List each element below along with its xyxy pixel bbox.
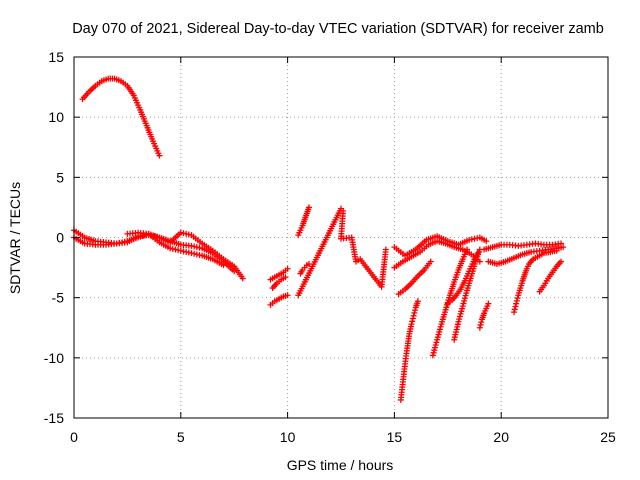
series-arc-early-c — [124, 229, 246, 282]
data-point — [239, 275, 246, 282]
y-tick-label-0: 0 — [56, 230, 64, 246]
data-point — [560, 244, 567, 251]
series-arc-18h-b — [444, 250, 481, 307]
data-point-fill — [512, 303, 519, 310]
data-point — [382, 246, 389, 253]
data-point — [408, 321, 415, 328]
data-point — [464, 246, 471, 253]
y-tick-label--5: -5 — [52, 290, 65, 306]
data-point-fill — [409, 318, 416, 325]
data-point-fill — [412, 307, 419, 314]
data-point — [414, 298, 421, 305]
data-point — [410, 312, 417, 319]
series-arc-19h — [476, 300, 492, 331]
data-point-fill — [411, 309, 418, 316]
data-point — [156, 152, 163, 159]
series-arc-15h-mid — [391, 238, 483, 271]
x-tick-label-10: 10 — [280, 429, 296, 445]
data-point — [485, 300, 492, 307]
data-point — [427, 258, 434, 265]
series-arc-9h-a — [267, 292, 291, 308]
data-point — [305, 204, 312, 211]
data-point — [483, 238, 490, 245]
series-arc-20h-upper — [481, 240, 565, 253]
axis-ticks: 0 5 10 15 20 25 -15 -10 -5 0 5 10 15 — [44, 49, 616, 445]
series-scatter-12-14 — [295, 205, 389, 299]
series-arc-15h-low — [395, 258, 434, 298]
x-axis-label: GPS time / hours — [287, 457, 394, 473]
data-point — [553, 247, 560, 254]
y-tick-label-15: 15 — [48, 49, 64, 65]
series-arc-early-high — [79, 75, 163, 159]
x-tick-label-15: 15 — [387, 429, 403, 445]
data-points — [71, 75, 567, 403]
data-point-fill — [409, 315, 416, 322]
x-tick-label-25: 25 — [600, 429, 616, 445]
series-arc-11h-a — [295, 204, 312, 239]
data-point — [474, 250, 481, 257]
series-arc-9h-b — [267, 265, 291, 283]
series-arc-20h-dive — [511, 247, 560, 316]
y-tick-label-5: 5 — [56, 169, 64, 185]
series-arc-22h — [536, 258, 565, 295]
chart-title: Day 070 of 2021, Sidereal Day-to-day VTE… — [72, 21, 604, 37]
y-tick-label--15: -15 — [44, 410, 64, 426]
series-arc-9h-c — [269, 274, 289, 292]
data-point-fill — [514, 295, 521, 302]
series-arc-15h-deep — [397, 298, 421, 403]
y-axis-label: SDTVAR / TECUs — [7, 182, 23, 294]
data-point-fill — [511, 306, 518, 313]
data-point — [284, 292, 291, 299]
data-point — [558, 258, 565, 265]
data-point-fill — [478, 319, 485, 326]
x-tick-label-20: 20 — [493, 429, 509, 445]
data-point — [282, 274, 289, 281]
y-tick-label-10: 10 — [48, 109, 64, 125]
y-tick-label--10: -10 — [44, 350, 64, 366]
data-point — [284, 265, 291, 272]
data-point-fill — [477, 321, 484, 328]
data-point — [513, 300, 520, 307]
data-point — [476, 324, 483, 331]
data-point-fill — [513, 297, 520, 304]
x-tick-label-0: 0 — [70, 429, 78, 445]
data-point — [511, 309, 518, 316]
data-point — [220, 262, 227, 269]
x-tick-label-5: 5 — [177, 429, 185, 445]
